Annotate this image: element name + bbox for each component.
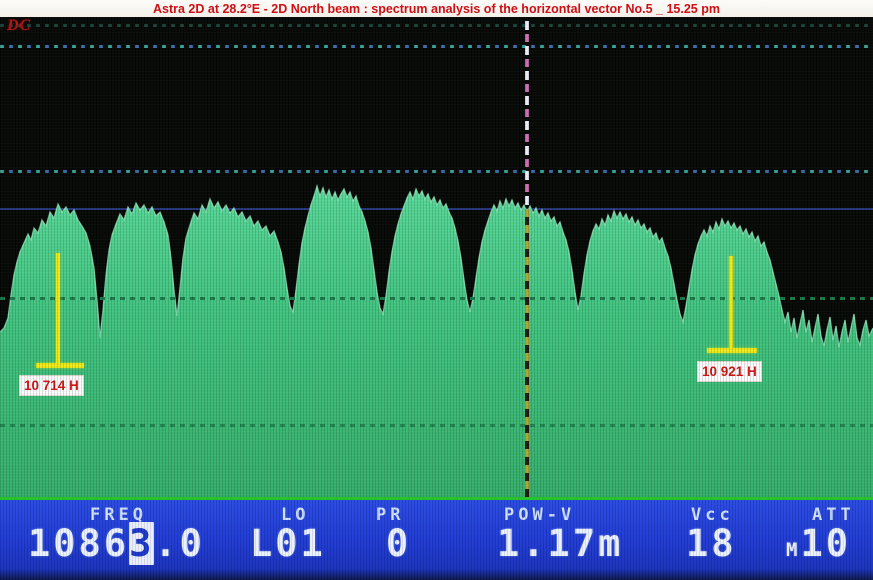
freq-value-pre: 1086 bbox=[28, 522, 130, 565]
lo-label: LO bbox=[281, 505, 310, 525]
freq-label: FREQ bbox=[90, 505, 147, 525]
freq-value-post: .0 bbox=[154, 522, 205, 565]
marker-label-right: 10 921 H bbox=[697, 361, 762, 382]
att-value[interactable]: M10 bbox=[786, 522, 852, 566]
vcc-label: Vcc bbox=[691, 505, 734, 525]
dc-label: DC bbox=[7, 17, 32, 34]
pow-v-value: 1.17m bbox=[497, 522, 624, 565]
att-label: ATT bbox=[812, 505, 855, 525]
status-bar: FREQ 10863.0 LO L01 PR 0 POW-V 1.17m Vcc… bbox=[0, 497, 873, 580]
marker-line-left bbox=[56, 253, 60, 366]
center-frequency-dashed-line bbox=[525, 21, 529, 209]
marker-line-right bbox=[729, 256, 733, 351]
spectrum-fill bbox=[0, 186, 873, 497]
title-bar: Astra 2D at 28.2°E - 2D North beam : spe… bbox=[0, 0, 873, 17]
pow-v-label: POW-V bbox=[504, 505, 576, 525]
marker-label-left: 10 714 H bbox=[19, 375, 84, 396]
marker-base-left bbox=[36, 363, 84, 368]
center-frequency-dashed-line bbox=[525, 209, 529, 497]
marker-base-right bbox=[707, 348, 757, 353]
att-value-number: 10 bbox=[800, 522, 852, 565]
vcc-value[interactable]: 18 bbox=[686, 522, 737, 565]
lo-value[interactable]: L01 bbox=[250, 522, 326, 565]
spectrum-trace bbox=[0, 183, 873, 497]
att-mode-prefix: M bbox=[786, 539, 798, 561]
pr-value[interactable]: 0 bbox=[386, 522, 412, 565]
spectrum-screen: DC 10 714 H 10 921 H bbox=[0, 17, 873, 497]
freq-edit-cursor[interactable]: 3 bbox=[129, 522, 155, 565]
spectrum-outline bbox=[0, 183, 873, 348]
page-title: Astra 2D at 28.2°E - 2D North beam : spe… bbox=[153, 1, 720, 16]
freq-value[interactable]: 10863.0 bbox=[28, 522, 205, 566]
pr-label: PR bbox=[376, 505, 405, 525]
